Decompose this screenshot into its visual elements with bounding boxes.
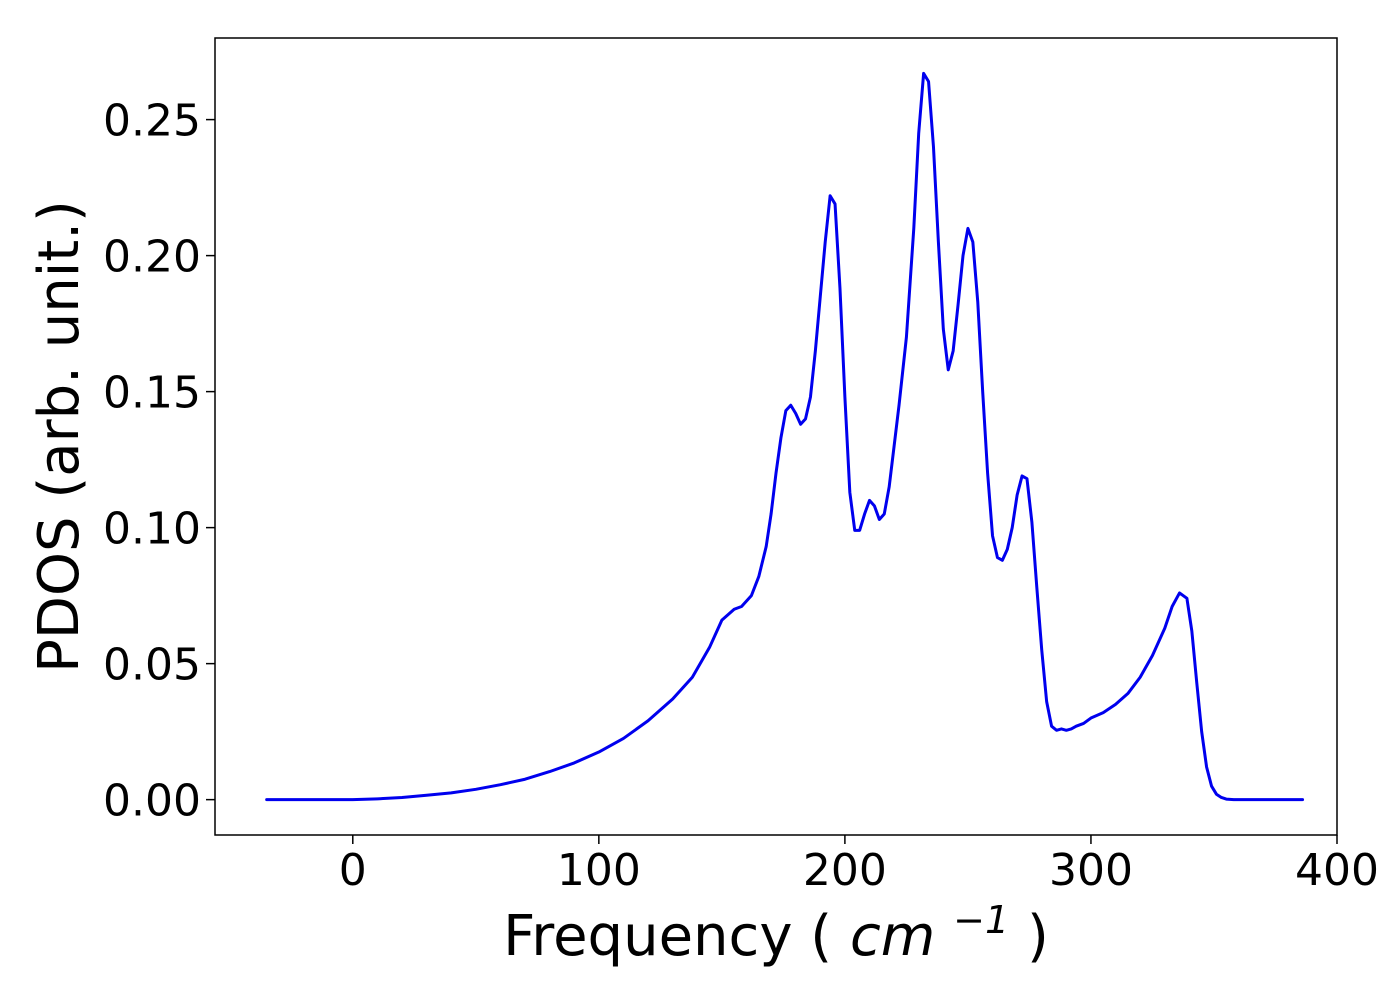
x-axis-label-unit: cm <box>850 904 935 969</box>
x-tick-label: 200 <box>803 845 887 896</box>
pdos-series-line <box>265 71 1305 802</box>
x-axis-label: Frequency ( cm −1 ) <box>503 882 1049 969</box>
y-tick-label: 0.00 <box>103 776 201 827</box>
x-axis-label-unit-exponent: −1 <box>953 898 1009 942</box>
x-axis-ticks: 0 100 200 300 400 <box>339 835 1379 896</box>
x-tick-label: 100 <box>557 845 641 896</box>
y-axis-label: PDOS (arb. unit.) <box>27 200 92 673</box>
x-tick-label: 300 <box>1049 845 1133 896</box>
y-tick-label: 0.10 <box>103 504 201 555</box>
x-axis-label-main: Frequency <box>503 904 792 969</box>
y-tick-label: 0.25 <box>103 96 201 147</box>
plot-area <box>265 71 1305 802</box>
y-tick-label: 0.20 <box>103 232 201 283</box>
x-axis-label-open-paren: ( <box>810 904 832 969</box>
x-tick-label: 400 <box>1295 845 1379 896</box>
y-axis-ticks: 0.00 0.05 0.10 0.15 0.20 0.25 <box>103 96 215 827</box>
x-axis-label-close-paren: ) <box>1027 904 1049 969</box>
plot-frame <box>214 37 1338 836</box>
x-tick-label: 0 <box>339 845 367 896</box>
y-tick-label: 0.05 <box>103 640 201 691</box>
y-tick-label: 0.15 <box>103 368 201 419</box>
